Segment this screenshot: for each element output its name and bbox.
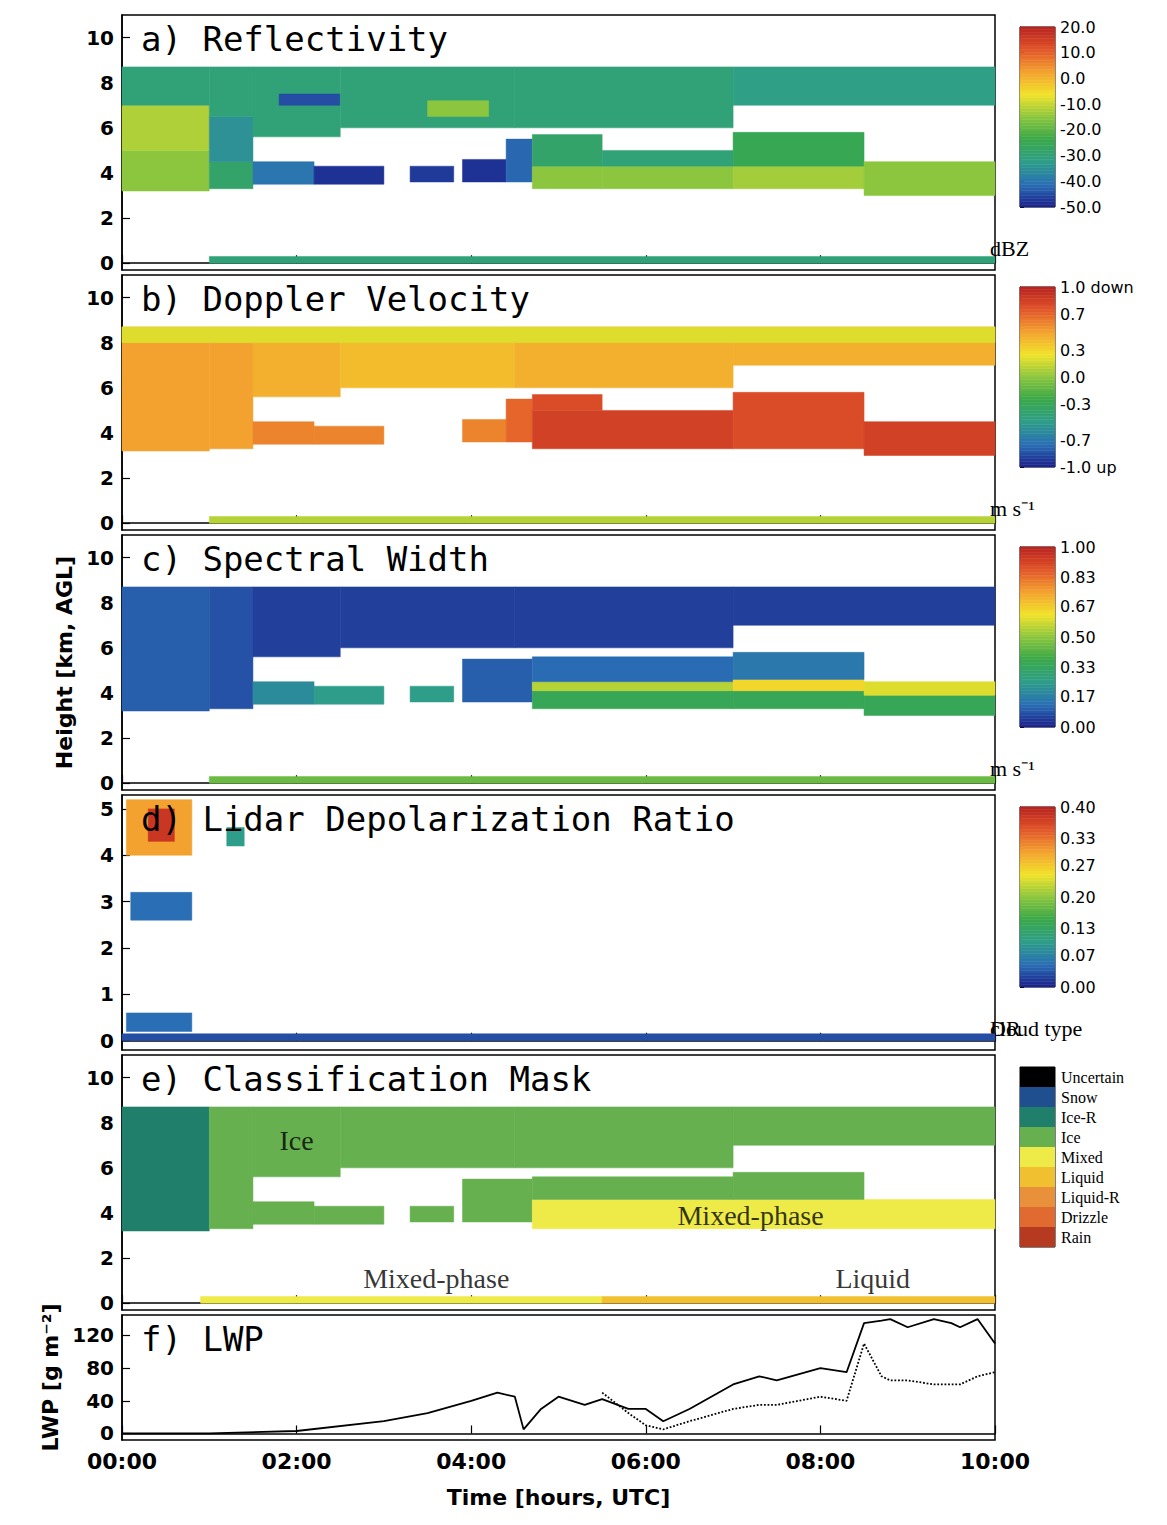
svg-text:02:00: 02:00 <box>262 1449 332 1474</box>
svg-text:0: 0 <box>100 771 114 795</box>
svg-text:2: 2 <box>100 466 114 490</box>
svg-text:8: 8 <box>100 1111 114 1135</box>
svg-text:0: 0 <box>100 1029 114 1053</box>
svg-text:Liquid: Liquid <box>1061 1169 1104 1187</box>
svg-text:00:00: 00:00 <box>87 1449 157 1474</box>
svg-text:8: 8 <box>100 591 114 615</box>
svg-text:10: 10 <box>86 26 114 50</box>
svg-text:-10.0: -10.0 <box>1060 95 1101 114</box>
svg-text:Ice: Ice <box>1061 1129 1081 1146</box>
svg-text:0: 0 <box>100 1421 114 1445</box>
svg-text:40: 40 <box>86 1389 114 1413</box>
svg-text:c) Spectral Width: c) Spectral Width <box>141 539 489 579</box>
svg-text:1.00: 1.00 <box>1060 538 1096 557</box>
svg-text:f) LWP: f) LWP <box>141 1319 264 1359</box>
svg-text:-0.3: -0.3 <box>1060 395 1091 414</box>
svg-text:6: 6 <box>100 376 114 400</box>
svg-text:0.67: 0.67 <box>1060 597 1096 616</box>
svg-text:1.0 down: 1.0 down <box>1060 278 1134 297</box>
svg-text:0.3: 0.3 <box>1060 341 1085 360</box>
svg-text:-40.0: -40.0 <box>1060 172 1101 191</box>
svg-text:0.17: 0.17 <box>1060 687 1096 706</box>
svg-text:4: 4 <box>100 681 114 705</box>
svg-text:-20.0: -20.0 <box>1060 120 1101 139</box>
svg-text:8: 8 <box>100 331 114 355</box>
svg-text:0.0: 0.0 <box>1060 368 1085 387</box>
svg-text:m s⁻¹: m s⁻¹ <box>990 496 1035 521</box>
svg-text:04:00: 04:00 <box>436 1449 506 1474</box>
svg-text:LWP [g m⁻²]: LWP [g m⁻²] <box>38 1303 63 1451</box>
svg-text:d) Lidar Depolarization Ratio: d) Lidar Depolarization Ratio <box>141 799 735 839</box>
svg-text:1: 1 <box>100 982 114 1006</box>
svg-text:0.7: 0.7 <box>1060 305 1085 324</box>
svg-text:0.33: 0.33 <box>1060 658 1096 677</box>
svg-text:cloud type: cloud type <box>990 1016 1082 1041</box>
svg-text:-50.0: -50.0 <box>1060 198 1101 217</box>
svg-text:10: 10 <box>86 1066 114 1090</box>
svg-text:0.00: 0.00 <box>1060 978 1096 997</box>
svg-text:0.0: 0.0 <box>1060 69 1085 88</box>
svg-text:2: 2 <box>100 936 114 960</box>
svg-text:m s⁻¹: m s⁻¹ <box>990 756 1035 781</box>
svg-text:120: 120 <box>72 1323 114 1347</box>
svg-text:Liquid-R: Liquid-R <box>1061 1189 1120 1207</box>
svg-text:10.0: 10.0 <box>1060 43 1096 62</box>
svg-text:-1.0 up: -1.0 up <box>1060 458 1117 477</box>
svg-text:a) Reflectivity: a) Reflectivity <box>141 19 448 59</box>
svg-text:2: 2 <box>100 1246 114 1270</box>
svg-text:Mixed: Mixed <box>1061 1149 1103 1166</box>
svg-text:0.00: 0.00 <box>1060 718 1096 737</box>
svg-text:Height [km, AGL]: Height [km, AGL] <box>52 556 77 769</box>
svg-text:2: 2 <box>100 206 114 230</box>
svg-text:3: 3 <box>100 890 114 914</box>
svg-text:0.40: 0.40 <box>1060 798 1096 817</box>
svg-text:0.07: 0.07 <box>1060 946 1096 965</box>
svg-text:Mixed-phase: Mixed-phase <box>363 1263 509 1294</box>
svg-text:Drizzle: Drizzle <box>1061 1209 1108 1226</box>
svg-text:6: 6 <box>100 1156 114 1180</box>
svg-text:10: 10 <box>86 546 114 570</box>
svg-text:Uncertain: Uncertain <box>1061 1069 1124 1086</box>
svg-text:b) Doppler Velocity: b) Doppler Velocity <box>141 279 530 319</box>
svg-text:0.13: 0.13 <box>1060 919 1096 938</box>
svg-text:4: 4 <box>100 421 114 445</box>
svg-text:0: 0 <box>100 511 114 535</box>
svg-text:0.33: 0.33 <box>1060 829 1096 848</box>
svg-text:0: 0 <box>100 1291 114 1315</box>
svg-text:6: 6 <box>100 636 114 660</box>
svg-text:2: 2 <box>100 726 114 750</box>
svg-text:Time [hours, UTC]: Time [hours, UTC] <box>447 1485 671 1510</box>
svg-text:0.27: 0.27 <box>1060 856 1096 875</box>
svg-text:0.83: 0.83 <box>1060 568 1096 587</box>
svg-text:4: 4 <box>100 1201 114 1225</box>
svg-text:10: 10 <box>86 286 114 310</box>
svg-text:80: 80 <box>86 1356 114 1380</box>
svg-text:e) Classification Mask: e) Classification Mask <box>141 1059 591 1099</box>
svg-text:20.0: 20.0 <box>1060 18 1096 37</box>
svg-text:4: 4 <box>100 843 114 867</box>
svg-text:Ice-R: Ice-R <box>1061 1109 1097 1126</box>
svg-text:-30.0: -30.0 <box>1060 146 1101 165</box>
svg-text:Snow: Snow <box>1061 1089 1098 1106</box>
svg-text:06:00: 06:00 <box>611 1449 681 1474</box>
svg-text:Ice: Ice <box>280 1125 314 1156</box>
svg-text:Rain: Rain <box>1061 1229 1091 1246</box>
svg-text:Mixed-phase: Mixed-phase <box>677 1200 823 1231</box>
svg-text:10:00: 10:00 <box>960 1449 1030 1474</box>
svg-text:08:00: 08:00 <box>785 1449 855 1474</box>
svg-text:-0.7: -0.7 <box>1060 431 1091 450</box>
svg-text:4: 4 <box>100 161 114 185</box>
svg-text:8: 8 <box>100 71 114 95</box>
svg-text:6: 6 <box>100 116 114 140</box>
svg-text:Liquid: Liquid <box>835 1263 910 1294</box>
svg-text:5: 5 <box>100 797 114 821</box>
svg-text:0: 0 <box>100 251 114 275</box>
svg-text:0.50: 0.50 <box>1060 628 1096 647</box>
svg-text:0.20: 0.20 <box>1060 888 1096 907</box>
svg-text:dBZ: dBZ <box>990 235 1030 261</box>
